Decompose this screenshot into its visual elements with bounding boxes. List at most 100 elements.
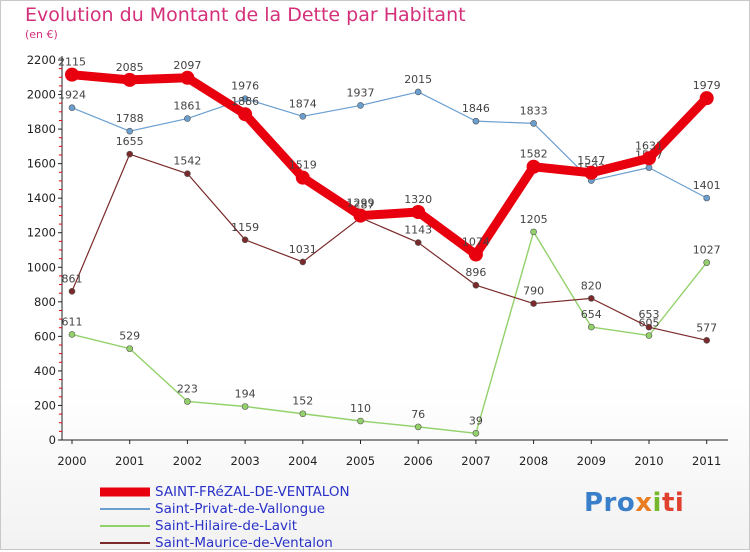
legend-swatch-saint-privat [100,508,150,510]
data-label-saint-hilaire: 611 [62,315,83,328]
data-point-saint-privat [126,127,133,135]
x-tick-label: 2009 [577,454,606,468]
data-point-saint-hilaire [184,398,191,405]
y-tick-label: 600 [34,329,56,343]
series-line-saint-privat [71,91,708,199]
data-label-saint-hilaire: 605 [639,317,660,330]
data-label-saint-privat: 1846 [462,102,490,115]
y-tick-label: 0 [49,433,56,447]
data-label-saint-privat: 1924 [58,89,86,102]
data-label-saint-frezal: 2085 [116,61,144,74]
series-line-saint-maurice [71,153,708,341]
data-point-saint-maurice [241,236,249,244]
data-label-saint-hilaire: 529 [119,330,140,343]
data-point-saint-privat [645,164,653,171]
data-point-saint-hilaire [68,331,76,338]
x-tick-label: 2007 [461,454,490,468]
chart-subtitle: (en €) [25,28,58,41]
data-label-saint-frezal: 2097 [173,59,201,72]
data-point-saint-frezal [295,170,310,185]
data-label-saint-privat: 1861 [173,100,201,113]
data-label-saint-maurice: 1143 [404,224,432,237]
data-point-saint-hilaire [472,429,480,437]
data-label-saint-maurice: 1031 [289,243,317,256]
data-point-saint-maurice [68,287,76,295]
x-tick-label: 2006 [404,454,433,468]
legend-label-saint-maurice: Saint-Maurice-de-Ventalon [155,535,333,551]
data-label-saint-maurice: 653 [639,308,660,321]
data-point-saint-maurice [126,150,133,158]
x-tick-label: 2005 [346,454,375,468]
data-point-saint-hilaire [645,332,653,339]
data-point-saint-privat [68,104,76,111]
data-label-saint-maurice: 820 [581,279,602,292]
data-point-saint-hilaire [357,417,364,425]
data-point-saint-frezal [353,208,368,223]
x-tick-label: 2008 [519,454,548,468]
data-point-saint-maurice [530,300,537,307]
data-point-saint-privat [184,115,191,122]
y-tick-label: 1200 [27,226,56,240]
y-tick-label: 400 [34,364,56,378]
data-point-saint-hilaire [530,228,537,236]
data-label-saint-hilaire: 1205 [520,213,548,226]
proxiti-logo: Proxiti [584,488,685,518]
legend-swatch-saint-hilaire [100,525,150,527]
data-point-saint-frezal [584,165,599,180]
data-point-saint-privat [357,102,364,109]
y-tick-label: 1600 [27,157,56,171]
legend-label-saint-privat: Saint-Privat-de-Vallongue [155,501,326,517]
data-point-saint-hilaire [703,259,711,266]
data-point-saint-privat [299,113,307,120]
x-tick-label: 2011 [692,454,721,468]
x-tick-label: 2001 [115,454,144,468]
data-label-saint-privat: 1937 [347,86,375,99]
data-point-saint-frezal [122,72,137,87]
data-label-saint-frezal: 1979 [693,79,721,92]
data-label-saint-privat: 1833 [520,104,548,117]
data-label-saint-maurice: 1655 [116,135,144,148]
data-label-saint-maurice: 1542 [173,155,201,168]
data-point-saint-frezal [411,205,426,219]
data-label-saint-frezal: 1320 [404,193,432,206]
y-tick-label: 2000 [27,88,56,102]
y-tick-label: 2200 [27,53,56,67]
y-tick-label: 1800 [27,122,56,136]
data-label-saint-hilaire: 1027 [693,244,721,257]
data-label-saint-frezal: 1631 [635,139,663,152]
data-label-saint-maurice: 896 [465,266,486,279]
data-label-saint-maurice: 1159 [231,221,259,234]
data-label-saint-maurice: 861 [62,272,83,285]
legend-label-saint-hilaire: Saint-Hilaire-de-Lavit [155,518,297,534]
data-label-saint-maurice: 790 [523,285,544,298]
data-point-saint-frezal [526,159,541,174]
data-label-saint-frezal: 2115 [58,56,86,69]
x-tick-label: 2003 [230,454,259,468]
data-point-saint-maurice [703,337,711,344]
data-label-saint-privat: 1401 [693,179,721,192]
y-tick-label: 1400 [27,191,56,205]
x-tick-label: 2002 [173,454,202,468]
data-point-saint-frezal [238,107,253,122]
data-point-saint-maurice [299,258,307,266]
data-label-saint-maurice: 577 [696,321,717,334]
data-label-saint-frezal: 1074 [462,235,490,248]
data-label-saint-hilaire: 76 [411,408,425,421]
x-tick-label: 2004 [288,454,317,468]
data-label-saint-frezal: 1519 [289,159,317,172]
y-tick-label: 1000 [27,260,56,274]
data-label-saint-frezal: 1582 [520,148,548,161]
data-label-saint-privat: 1788 [116,112,144,125]
data-point-saint-privat [414,88,422,96]
data-label-saint-frezal: 1547 [577,154,605,167]
data-label-saint-privat: 2015 [404,73,432,86]
data-point-saint-hilaire [414,423,422,431]
data-point-saint-hilaire [126,345,133,352]
data-point-saint-hilaire [241,403,249,410]
data-label-saint-hilaire: 152 [292,395,313,408]
data-point-saint-hilaire [587,323,595,331]
data-label-saint-hilaire: 110 [350,402,371,415]
data-label-saint-hilaire: 39 [469,414,483,427]
